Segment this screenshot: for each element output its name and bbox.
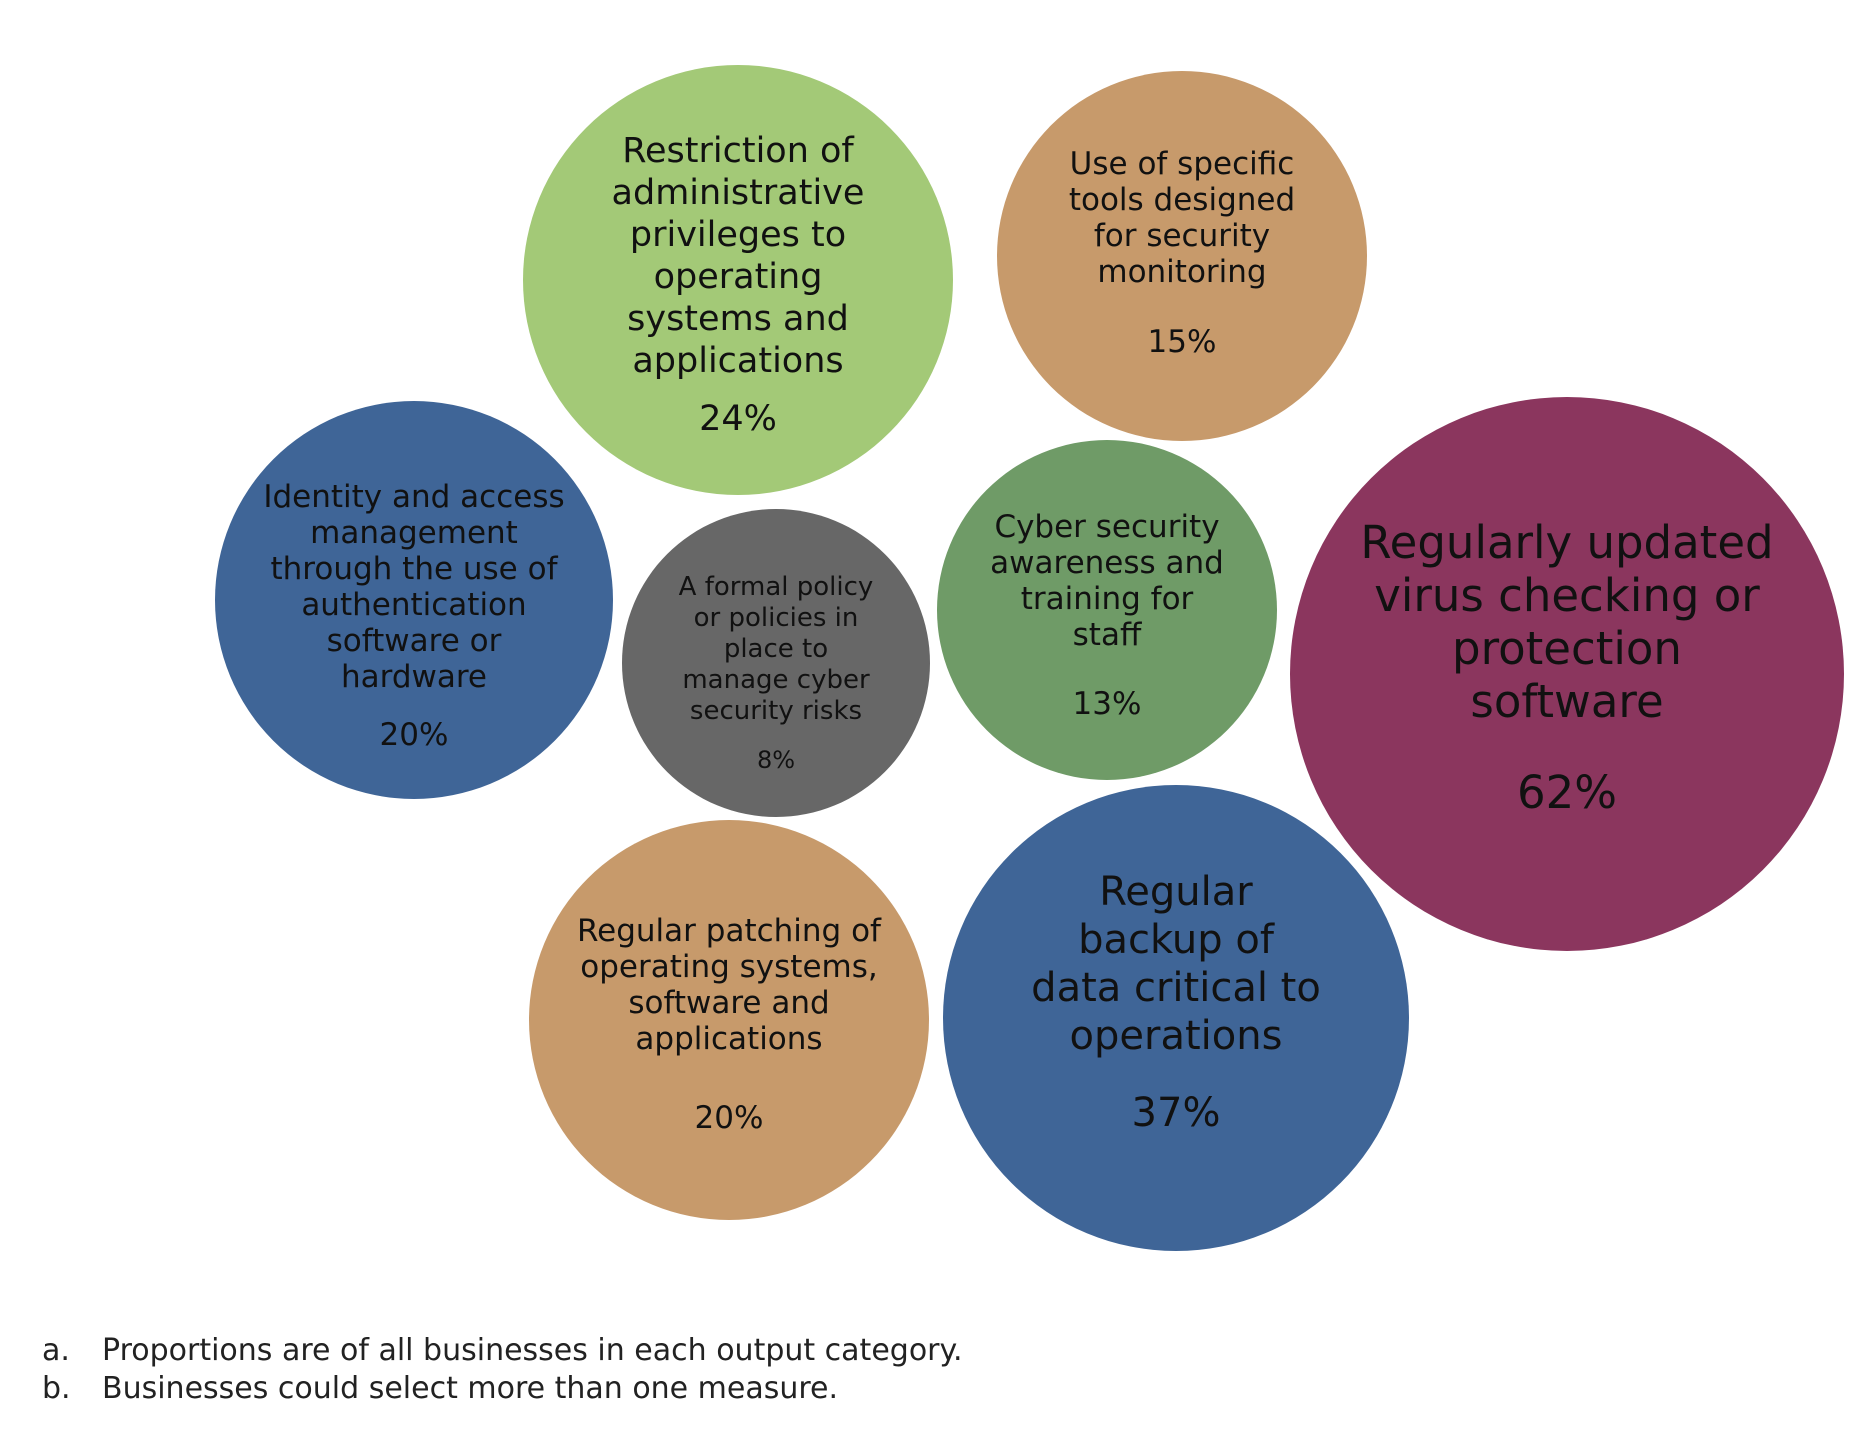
bubble-label-line: operating [654,257,823,297]
bubble-label-line: A formal policy [679,572,874,602]
bubble-label: A formal policy or policies in place to man… [679,572,874,726]
footnotes: a. Proportions are of all businesses in … [42,1332,963,1408]
bubble: Regular backup of data critical to operatio… [943,785,1409,1251]
bubble-label-line: Use of specific [1070,146,1295,182]
bubble-label-line: administrative [612,173,865,213]
bubble-label-line: Identity and access [263,479,564,515]
bubble-label: Identity and access management through the… [263,479,564,695]
bubble-value: 15% [1148,324,1217,360]
bubble-label-line: virus checking or [1374,569,1760,622]
bubble-circle [622,509,930,817]
bubble-value: 8% [757,746,795,774]
bubble-label-line: applications [632,341,843,381]
bubble-label: Regular backup of data critical to operatio… [1031,869,1321,1059]
bubble-label-line: systems and [627,299,849,339]
footnote-text: Proportions are of all businesses in eac… [102,1333,963,1368]
bubble: Regular patching of operating systems, sof… [529,820,929,1220]
bubble-circle [523,65,953,495]
footnote-marker: a. [42,1333,70,1368]
bubble-label-line: backup of [1078,917,1275,963]
bubble: Restriction of administrative privileges t… [523,65,953,495]
bubble-label-line: manage cyber [682,665,870,695]
bubble-label: Cyber security awareness and training for s… [990,509,1224,653]
bubble-circle [943,785,1409,1251]
bubble-label-line: or policies in [694,603,859,633]
bubble-value: 20% [695,1100,764,1136]
bubble: A formal policy or policies in place to man… [622,509,930,817]
bubble: Cyber security awareness and training for s… [937,440,1277,780]
bubble-label-line: for security [1094,218,1270,254]
bubble-label-line: protection [1452,622,1682,675]
bubble-label-line: Cyber security [994,509,1219,545]
bubble-value: 37% [1132,1090,1221,1136]
bubble-label-line: Regular [1099,869,1253,915]
footnote-text: Businesses could select more than one me… [102,1371,839,1406]
bubble-label-line: management [310,515,518,551]
bubble-label-line: operating systems, [580,949,877,985]
bubble-circle [937,440,1277,780]
bubble-label-line: applications [635,1021,822,1057]
bubble-label-line: data critical to [1031,965,1321,1011]
bubble-label-line: monitoring [1097,254,1266,290]
bubble-value: 13% [1073,686,1142,722]
bubble: Identity and access management through the… [215,401,613,799]
bubble-label-line: awareness and [990,545,1224,581]
bubble-label-line: Regularly updated [1360,516,1773,569]
bubble-circle [997,71,1367,441]
bubble-label-line: privileges to [630,215,846,255]
bubble-label-line: tools designed [1069,182,1295,218]
bubble-value: 24% [699,399,777,439]
footnote-marker: b. [42,1371,71,1406]
bubble-circle [215,401,613,799]
bubble-label-line: place to [724,634,828,664]
bubble-label-line: training for [1021,581,1194,617]
bubble-label-line: security risks [690,696,862,726]
bubble-label-line: through the use of [271,551,559,587]
bubble-label: Use of specific tools designed for securit… [1069,146,1295,290]
bubble-circle [529,820,929,1220]
bubble-label-line: software and [628,985,829,1021]
bubble-label-line: software [1470,675,1663,728]
bubble-label-line: Restriction of [622,131,854,171]
bubble-circle [1290,397,1844,951]
bubble-label-line: staff [1073,617,1142,653]
footnote-b: b. Businesses could select more than one… [42,1370,963,1408]
bubble-label-line: hardware [341,659,487,695]
bubble-label: Regular patching of operating systems, sof… [577,913,882,1057]
footnote-a: a. Proportions are of all businesses in … [42,1332,963,1370]
bubble-label-line: software or [327,623,502,659]
bubble-label: Regularly updated virus checking or protec… [1360,516,1773,728]
bubble-label: Restriction of administrative privileges t… [612,131,865,381]
bubble-label-line: authentication [301,587,526,623]
bubble-value: 62% [1517,766,1617,819]
bubble: Use of specific tools designed for securit… [997,71,1367,441]
bubble-label-line: Regular patching of [577,913,882,949]
bubble-value: 20% [380,717,449,753]
bubble-label-line: operations [1070,1013,1283,1059]
bubble: Regularly updated virus checking or protec… [1290,397,1844,951]
